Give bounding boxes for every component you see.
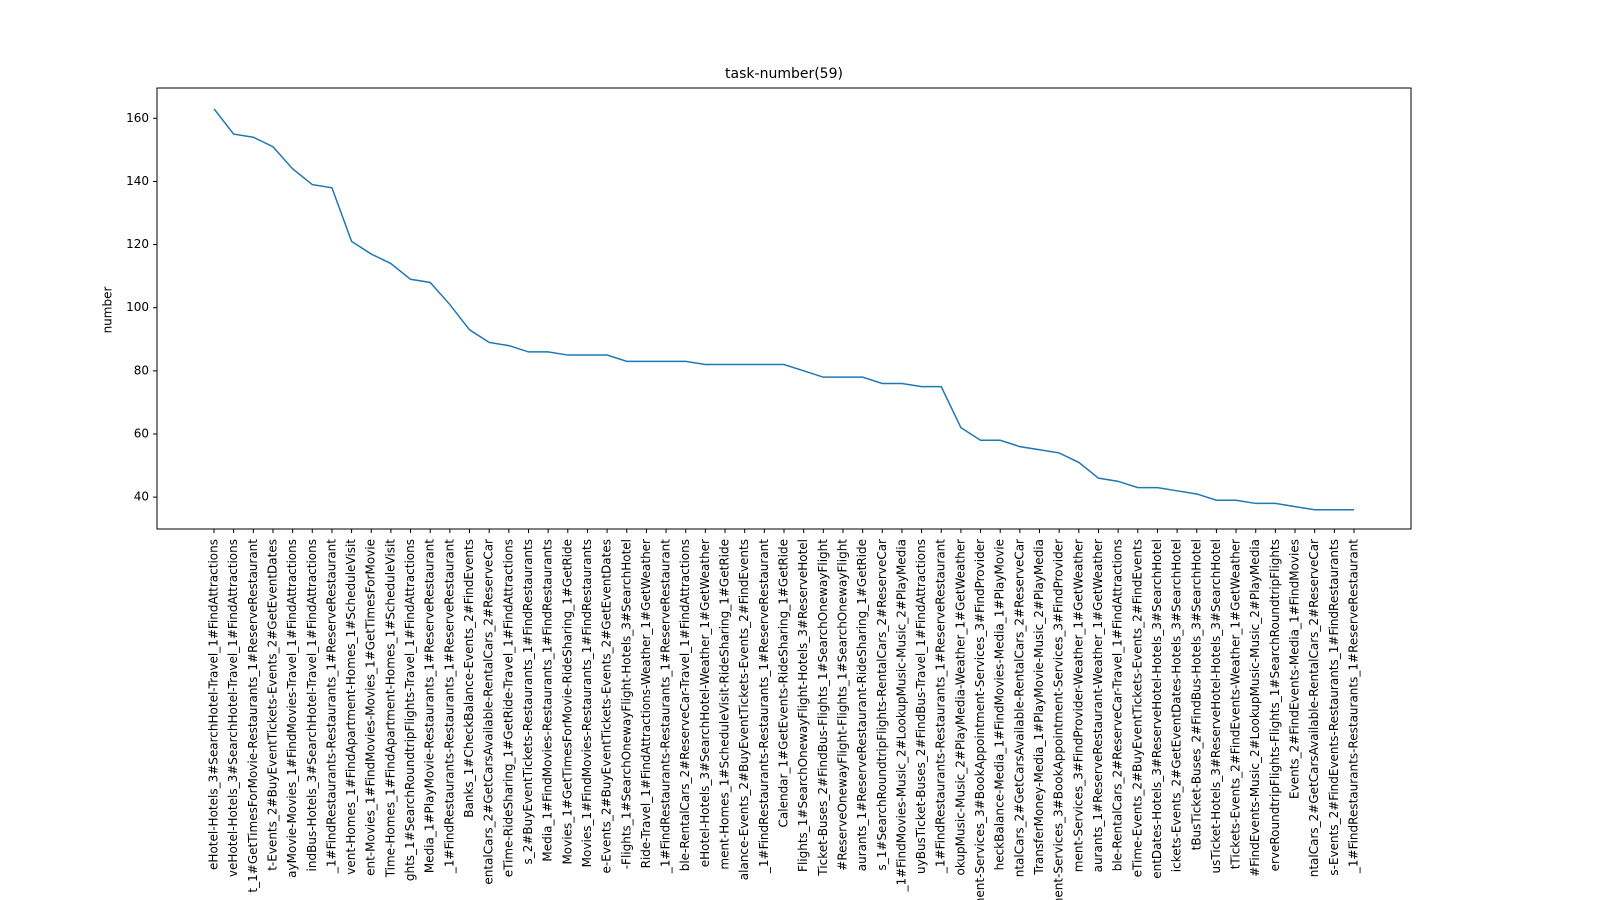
x-tick-label: indBus-Hotels_3#SearchHotel-Travel_1#Fin… [305,539,319,871]
x-tick-label: Ride-Travel_1#FindAttractions-Weather_1#… [639,539,653,868]
x-tick-label: ayMovie-Movies_1#FindMovies-Travel_1#Fin… [285,539,299,878]
x-tick-label: Movies_1#GetTimesForMovie-RideSharing_1#… [560,539,574,865]
x-tick-label: _1#FindRestaurants-Restaurants_1#Reserve… [324,539,338,874]
x-tick-label: _1#FindRestaurants-Restaurants_1#Reserve… [934,539,948,874]
x-tick-label: _1#FindMovies-Music_2#LookupMusic-Music_… [894,539,908,893]
x-tick-label: Media_1#PlayMovie-Restaurants_1#ReserveR… [423,539,437,873]
x-tick-label: _1#FindRestaurants-Restaurants_1#Reserve… [442,539,456,874]
x-tick-label: heckBalance-Media_1#FindMovies-Media_1#P… [993,539,1007,870]
x-tick-label: ment-Services_3#BookAppointment-Services… [973,539,987,900]
y-tick-label: 120 [126,237,149,251]
x-tick-label: eTime-RideSharing_1#GetRide-Travel_1#Fin… [501,539,515,877]
y-tick-label: 100 [126,300,149,314]
x-tick-label: TransferMoney-Media_1#PlayMovie-Music_2#… [1032,539,1046,876]
x-tick-label: -Flights_1#SearchOnewayFlight-Hotels_3#S… [619,539,633,869]
x-tick-label: ntalCars_2#GetCarsAvailable-RentalCars_2… [1012,539,1026,877]
x-tick-label: ment-Services_3#BookAppointment-Services… [1052,539,1066,900]
x-tick-label: veHotel-Hotels_3#SearchHotel-Travel_1#Fi… [226,539,240,877]
x-tick-label: s-Events_2#FindEvents-Restaurants_1#Find… [1327,539,1341,876]
x-tick-label: Time-Homes_1#FindApartment-Homes_1#Sched… [383,539,397,879]
x-tick-label: eHotel-Hotels_3#SearchHotel-Weather_1#Ge… [698,539,712,867]
x-tick-label: ntalCars_2#GetCarsAvailable-RentalCars_2… [1307,539,1321,877]
x-tick-label: Events_2#FindEvents-Media_1#FindMovies [1288,539,1302,799]
x-tick-label: ent-Movies_1#FindMovies-Movies_1#GetTime… [364,539,378,876]
x-tick-label: entalCars_2#GetCarsAvailable-RentalCars_… [482,539,496,885]
x-tick-label: aurants_1#ReserveRestaurant-Weather_1#Ge… [1091,539,1105,872]
x-tick-label: ment-Services_3#FindProvider-Weather_1#G… [1071,539,1085,872]
x-tick-label: Media_1#FindMovies-Restaurants_1#FindRes… [541,539,555,862]
x-tick-label: eTime-Events_2#BuyEventTickets-Events_2#… [1130,539,1144,877]
y-tick-label: 80 [134,363,149,377]
x-tick-label: okupMusic-Music_2#PlayMedia-Weather_1#Ge… [953,539,967,876]
y-axis-label: number [101,287,115,334]
x-tick-label: #FindEvents-Music_2#LookupMusic-Music_2#… [1248,539,1262,877]
x-tick-label: e-Events_2#BuyEventTickets-Events_2#GetE… [600,539,614,873]
x-tick-label: Ticket-Buses_2#FindBus-Flights_1#SearchO… [816,539,830,877]
y-tick-label: 60 [134,426,149,440]
x-tick-label: aurants_1#ReserveRestaurant-RideSharing_… [855,539,869,871]
x-tick-label: Banks_1#CheckBalance-Events_2#FindEvents [462,539,476,818]
x-tick-label: s_1#SearchRoundtripFlights-RentalCars_2#… [875,539,889,871]
x-tick-label: vent-Homes_1#FindApartment-Homes_1#Sched… [344,539,358,875]
y-tick-label: 40 [134,490,149,504]
x-tick-label: t_1#GetTimesForMovie-Restaurants_1#Reser… [246,539,260,893]
x-tick-label: #ReserveOnewayFlight-Flights_1#SearchOne… [835,539,849,871]
x-tick-label: eHotel-Hotels_3#SearchHotel-Travel_1#Fin… [207,539,221,870]
y-tick-label: 160 [126,111,149,125]
x-tick-label: uyBusTicket-Buses_2#FindBus-Travel_1#Fin… [914,539,928,874]
x-tick-label: alance-Events_2#BuyEventTickets-Events_2… [737,539,751,880]
y-tick-label: 140 [126,174,149,188]
x-tick-label: ble-RentalCars_2#ReserveCar-Travel_1#Fin… [678,539,692,871]
x-tick-label: _1#FindRestaurants-Restaurants_1#Reserve… [659,539,673,874]
x-tick-label: ble-RentalCars_2#ReserveCar-Travel_1#Fin… [1111,539,1125,871]
line [213,108,1354,511]
x-tick-label: ment-Homes_1#ScheduleVisit-RideSharing_1… [718,539,732,870]
plot-frame [156,87,1412,530]
chart-title: task-number(59) [725,66,843,82]
x-tick-label: erveRoundtripFlights-Flights_1#SearchRou… [1268,539,1282,871]
x-tick-label: Movies_1#FindMovies-Restaurants_1#FindRe… [580,539,594,867]
x-tick-label: ghts_1#SearchRoundtripFlights-Travel_1#F… [403,539,417,881]
x-tick-label: _1#FindRestaurants-Restaurants_1#Reserve… [757,539,771,874]
x-tick-label: ickets-Events_2#GetEventDates-Hotels_3#S… [1170,539,1184,872]
x-tick-label: usTicket-Hotels_3#ReserveHotel-Hotels_3#… [1209,539,1223,874]
x-tick-label: tTickets-Events_2#FindEvents-Weather_1#G… [1229,539,1243,869]
x-tick-label: Calendar_1#GetEvents-RideSharing_1#GetRi… [777,539,791,827]
x-tick-label: entDates-Hotels_3#ReserveHotel-Hotels_3#… [1150,539,1164,879]
x-tick-label: t-Events_2#BuyEventTickets-Events_2#GetE… [265,539,279,871]
x-tick-label: Flights_1#SearchOnewayFlight-Hotels_3#Re… [796,539,810,872]
x-tick-label: _1#FindRestaurants-Restaurants_1#Reserve… [1347,539,1361,874]
x-tick-label: s_2#BuyEventTickets-Restaurants_1#FindRe… [521,539,535,865]
x-tick-label: tBusTicket-Buses_2#FindBus-Hotels_3#Sear… [1189,539,1203,850]
